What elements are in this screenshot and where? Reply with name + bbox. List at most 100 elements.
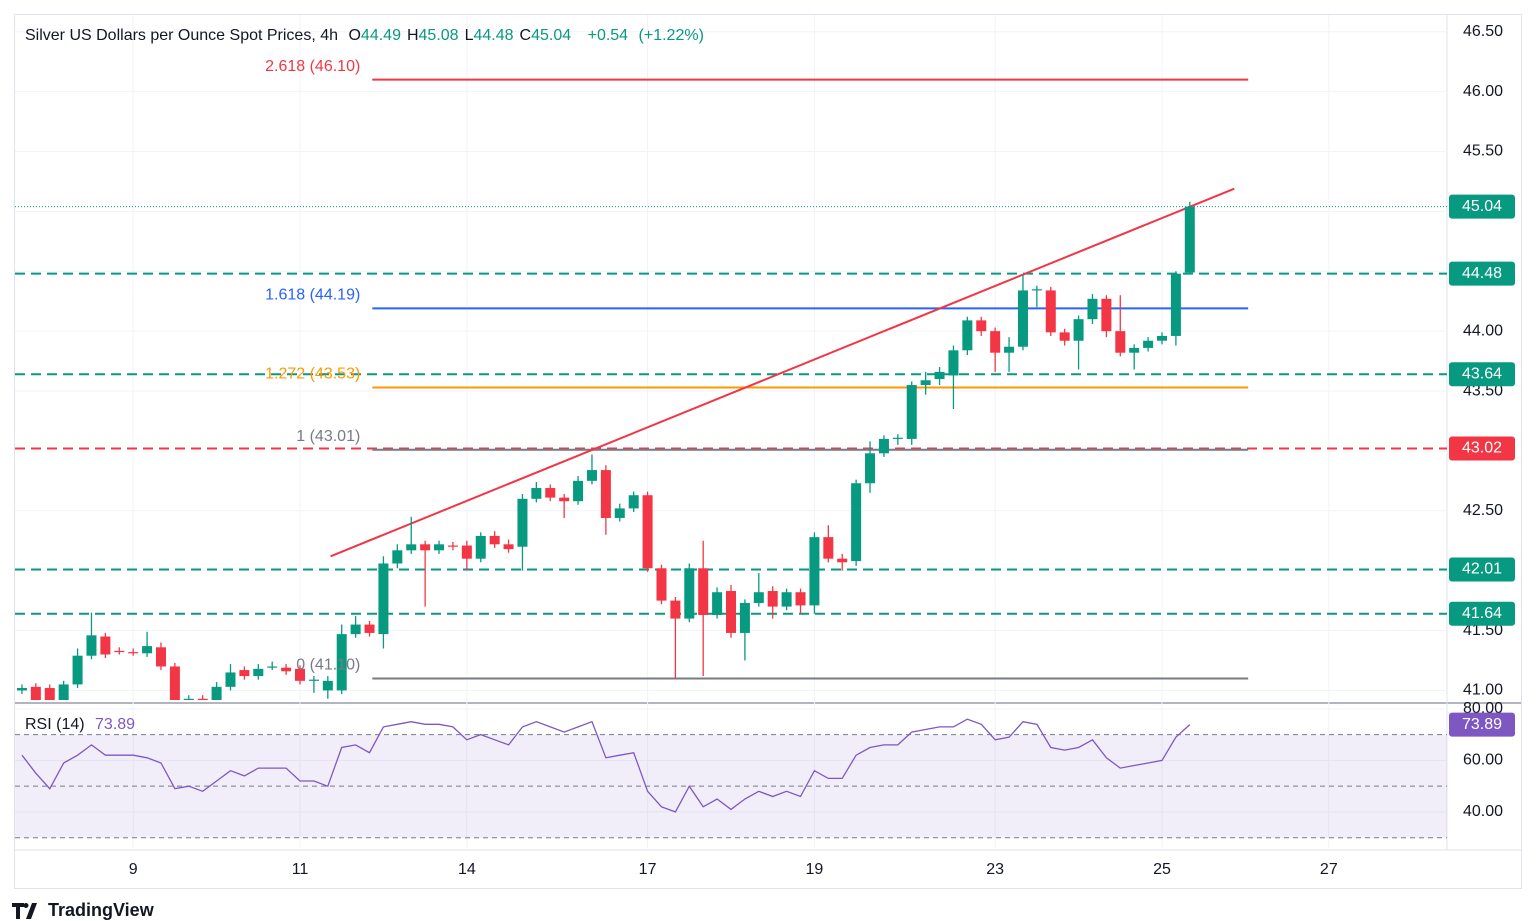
candle-body	[698, 568, 709, 615]
candle-body	[155, 647, 166, 667]
candle-body	[225, 672, 236, 687]
x-tick-label: 23	[986, 861, 1004, 878]
candle-body	[350, 624, 361, 635]
candle-body	[295, 668, 306, 681]
price-label-bg	[1449, 436, 1515, 461]
x-tick-label: 27	[1320, 861, 1338, 878]
candle-body	[434, 544, 445, 551]
y-tick-label: 45.50	[1463, 143, 1503, 160]
candle-body	[420, 544, 431, 551]
candle-body	[878, 438, 889, 454]
candle-body	[281, 667, 292, 672]
candle-body	[795, 592, 806, 606]
candle-body	[114, 650, 125, 653]
candle-body	[461, 545, 472, 559]
candle-body	[642, 495, 653, 569]
candle-body	[1087, 298, 1098, 320]
candle-body	[30, 686, 41, 700]
candle-body	[712, 592, 723, 615]
candle-body	[1017, 290, 1028, 347]
candle-body	[1170, 273, 1181, 336]
candle-body	[44, 688, 55, 700]
price-plot	[15, 78, 1447, 700]
x-tick-label: 19	[806, 861, 824, 878]
candle-body	[58, 684, 69, 700]
candle-body	[1004, 346, 1015, 353]
frame	[14, 14, 1522, 889]
y-tick-label: 42.50	[1463, 502, 1503, 519]
change-pct: (+1.22%)	[638, 27, 704, 44]
candle-body	[1184, 206, 1195, 273]
candle-body	[684, 568, 695, 619]
rsi-last: 73.89	[95, 716, 136, 733]
candle-body	[16, 688, 27, 691]
ohlc-label: C	[519, 27, 532, 44]
fib-label: 0 (41.10)	[296, 657, 360, 674]
candle-body	[628, 495, 639, 509]
ohlc-value: 45.04	[531, 27, 572, 44]
candle-body	[892, 437, 903, 439]
rsi-line	[21, 718, 1191, 813]
brand-name: TradingView	[48, 900, 154, 920]
candle-body	[1031, 289, 1042, 291]
candle-body	[447, 545, 458, 547]
candle-body	[753, 592, 764, 603]
trendline	[330, 187, 1235, 558]
candle-body	[725, 591, 737, 633]
candle-body	[948, 350, 959, 376]
rsi-plot	[15, 718, 1447, 839]
candle-body	[586, 470, 597, 481]
candle-body	[990, 331, 1001, 353]
price-label-bg	[1449, 362, 1515, 387]
candle-body	[253, 668, 264, 677]
candle-body	[934, 371, 945, 380]
price-label: 45.04	[1462, 198, 1502, 215]
y-tick-label: 60.00	[1463, 752, 1503, 769]
ohlc-value: 44.49	[360, 27, 401, 44]
candle-body	[1073, 319, 1084, 341]
candle-body	[545, 488, 556, 498]
rsi-header: RSI (14) 73.89	[25, 716, 141, 734]
rsi-label: 73.89	[1462, 716, 1502, 733]
x-tick-label: 9	[129, 861, 138, 878]
price-label: 42.01	[1462, 561, 1502, 578]
candle-body	[503, 544, 514, 550]
chart-title: Silver US Dollars per Ounce Spot Prices,…	[25, 27, 339, 44]
candle-body	[86, 635, 97, 656]
ohlc-label: H	[406, 27, 419, 44]
candle-body	[1045, 290, 1056, 333]
candle-body	[809, 537, 820, 606]
candle-body	[489, 535, 500, 545]
brand: TradingView	[12, 900, 154, 921]
candle-body	[378, 563, 389, 635]
candle-body	[100, 636, 111, 655]
y-tick-label: 46.50	[1463, 23, 1503, 40]
ohlc: O44.49 H45.08 L44.48 C45.04	[348, 27, 577, 44]
price-label-bg	[1449, 261, 1515, 286]
rsi-label-bg	[1449, 712, 1515, 737]
candle-body	[865, 453, 876, 484]
candle-body	[142, 646, 153, 654]
candle-body	[211, 686, 222, 700]
candle-body	[169, 666, 180, 700]
ohlc-label: L	[464, 27, 474, 44]
candle-body	[767, 591, 778, 607]
y-tick-label: 43.50	[1463, 382, 1503, 399]
y-tick-label: 44.00	[1463, 322, 1503, 339]
candle-body	[837, 558, 848, 563]
candle-body	[517, 498, 528, 547]
ohlc-value: 45.08	[418, 27, 459, 44]
candle-body	[851, 483, 862, 562]
price-label: 41.64	[1462, 605, 1502, 622]
candle-body	[1059, 332, 1070, 341]
y-tick-label: 41.00	[1463, 682, 1503, 699]
fib-label: 1.618 (44.19)	[265, 287, 360, 304]
candle-body	[336, 634, 347, 691]
brand-logo	[12, 902, 37, 919]
candle-body	[267, 666, 278, 668]
fib-label: 1 (43.01)	[296, 428, 360, 445]
price-label: 43.64	[1462, 365, 1502, 382]
x-tick-label: 17	[639, 861, 657, 878]
candle-body	[1156, 335, 1167, 341]
